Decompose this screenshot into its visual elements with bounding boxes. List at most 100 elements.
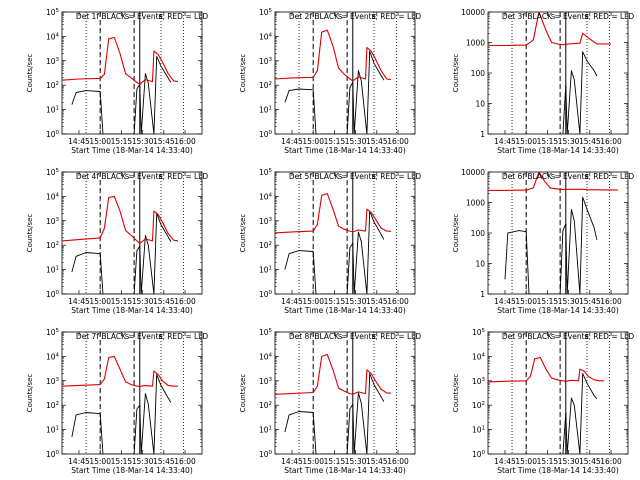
y-tick-label: 105 bbox=[472, 328, 486, 337]
x-tick-label: 15:15 bbox=[537, 137, 559, 146]
plot-frame bbox=[61, 171, 203, 295]
y-tick-label: 103 bbox=[259, 217, 273, 226]
x-tick-label: 16:00 bbox=[174, 457, 196, 466]
panel-det-3: 1 10 100 1000 10000 14:45 15:00 15:15 15:30 15:45… bbox=[452, 8, 634, 155]
x-axis-label: Start Time (18-Mar-14 14:33:40) bbox=[497, 466, 619, 475]
y-tick-label: 103 bbox=[472, 377, 486, 386]
marker-s: S bbox=[125, 173, 130, 181]
x-tick-label: 15:15 bbox=[324, 297, 346, 306]
y-tick-label: 102 bbox=[259, 401, 272, 410]
y-tick-label: 101 bbox=[46, 426, 59, 435]
x-tick-label: 15:15 bbox=[111, 297, 133, 306]
series-lld bbox=[488, 172, 619, 191]
series-events bbox=[284, 373, 385, 454]
marker-s: S bbox=[125, 333, 130, 341]
x-tick-label: 15:45 bbox=[579, 137, 601, 146]
x-tick-label: 14:45 bbox=[68, 457, 90, 466]
series-events bbox=[562, 373, 598, 454]
x-tick-label: 15:45 bbox=[579, 457, 601, 466]
x-tick-label: 14:45 bbox=[281, 297, 303, 306]
x-tick-label: 15:30 bbox=[132, 137, 154, 146]
x-tick-label: 15:30 bbox=[132, 297, 154, 306]
y-tick-label: 100 bbox=[471, 69, 486, 78]
marker-e: E bbox=[159, 173, 163, 181]
plot-frame bbox=[487, 331, 629, 455]
series-events bbox=[71, 374, 172, 454]
x-tick-label: 15:00 bbox=[515, 137, 537, 146]
x-tick-label: 16:00 bbox=[600, 457, 622, 466]
x-tick-label: 15:15 bbox=[324, 457, 346, 466]
x-tick-label: 15:15 bbox=[324, 137, 346, 146]
x-tick-label: 14:45 bbox=[281, 137, 303, 146]
y-tick-label: 100 bbox=[259, 290, 273, 299]
y-tick-label: 101 bbox=[259, 106, 272, 115]
y-tick-label: 100 bbox=[46, 130, 60, 139]
panel-title: Det 6f BLACK = Events, RED = LLD bbox=[502, 172, 635, 181]
series-lld bbox=[275, 193, 392, 234]
plot-frame bbox=[487, 11, 629, 135]
y-tick-label: 10000 bbox=[461, 168, 485, 177]
x-tick-label: 16:00 bbox=[387, 457, 409, 466]
y-tick-label: 1000 bbox=[466, 199, 485, 208]
x-tick-label: 15:45 bbox=[153, 457, 175, 466]
y-tick-label: 101 bbox=[259, 426, 272, 435]
series-events bbox=[284, 210, 385, 294]
series-lld bbox=[275, 353, 392, 395]
y-tick-label: 100 bbox=[472, 450, 486, 459]
y-tick-label: 102 bbox=[259, 241, 272, 250]
x-axis-label: Start Time (18-Mar-14 14:33:40) bbox=[71, 146, 193, 155]
marker-s: S bbox=[551, 173, 556, 181]
y-axis-label: Counts/sec bbox=[239, 54, 247, 93]
y-tick-label: 104 bbox=[259, 352, 273, 361]
y-tick-label: 100 bbox=[471, 229, 486, 238]
y-tick-label: 100 bbox=[46, 290, 60, 299]
panel-det-9: 100 101 102 103 104 105 14:45 15:00 15:15 15:30 15… bbox=[452, 328, 634, 475]
y-tick-label: 103 bbox=[46, 377, 60, 386]
y-tick-label: 100 bbox=[259, 130, 273, 139]
series-lld bbox=[488, 12, 611, 47]
x-axis-label: Start Time (18-Mar-14 14:33:40) bbox=[284, 466, 406, 475]
series-lld bbox=[275, 29, 392, 82]
x-axis-label: Start Time (18-Mar-14 14:33:40) bbox=[284, 146, 406, 155]
y-tick-label: 104 bbox=[259, 192, 273, 201]
y-tick-label: 102 bbox=[259, 81, 272, 90]
series-lld bbox=[62, 355, 178, 388]
y-tick-label: 104 bbox=[259, 32, 273, 41]
x-tick-label: 15:00 bbox=[302, 137, 324, 146]
y-tick-label: 100 bbox=[259, 450, 273, 459]
marker-e: E bbox=[585, 333, 589, 341]
y-tick-label: 105 bbox=[259, 8, 273, 17]
panel-title: Det 4f BLACK = Events, RED = LLD bbox=[76, 172, 209, 181]
panel-det-8: 100 101 102 103 104 105 14:45 15:00 15:15 15:30 15… bbox=[239, 328, 421, 475]
y-tick-label: 104 bbox=[46, 352, 60, 361]
y-tick-label: 105 bbox=[46, 328, 60, 337]
x-tick-label: 15:45 bbox=[153, 137, 175, 146]
series-lld bbox=[62, 36, 179, 85]
x-axis-label: Start Time (18-Mar-14 14:33:40) bbox=[71, 306, 193, 315]
x-tick-label: 16:00 bbox=[387, 297, 409, 306]
x-tick-label: 15:30 bbox=[558, 137, 580, 146]
panel-det-2: 100 101 102 103 104 105 14:45 15:00 15:15 15:30 15… bbox=[239, 8, 421, 155]
x-tick-label: 15:15 bbox=[537, 297, 559, 306]
panel-title: Det 1f BLACK = Events, RED = LLD bbox=[76, 12, 209, 21]
series-lld bbox=[62, 195, 179, 244]
x-tick-label: 15:00 bbox=[89, 137, 111, 146]
panel-det-6: 1 10 100 1000 10000 14:45 15:00 15:15 15:30 15:45… bbox=[452, 168, 634, 315]
x-tick-label: 15:00 bbox=[302, 297, 324, 306]
y-tick-label: 101 bbox=[472, 426, 485, 435]
marker-s: S bbox=[551, 333, 556, 341]
panel-title: Det 9f BLACK = Events, RED = LLD bbox=[502, 332, 635, 341]
y-tick-label: 104 bbox=[46, 192, 60, 201]
y-axis-label: Counts/sec bbox=[26, 374, 34, 413]
panel-title: Det 3f BLACK = Events, RED = LLD bbox=[502, 12, 635, 21]
x-tick-label: 15:30 bbox=[345, 457, 367, 466]
marker-e: E bbox=[372, 13, 376, 21]
y-tick-label: 105 bbox=[259, 168, 273, 177]
y-tick-label: 103 bbox=[46, 217, 60, 226]
y-axis-label: Counts/sec bbox=[239, 214, 247, 253]
x-tick-label: 16:00 bbox=[600, 297, 622, 306]
panel-title: Det 7f BLACK = Events, RED = LLD bbox=[76, 332, 209, 341]
x-tick-label: 16:00 bbox=[600, 137, 622, 146]
panel-det-7: 100 101 102 103 104 105 14:45 15:00 15:15 15:30 15… bbox=[26, 328, 208, 475]
